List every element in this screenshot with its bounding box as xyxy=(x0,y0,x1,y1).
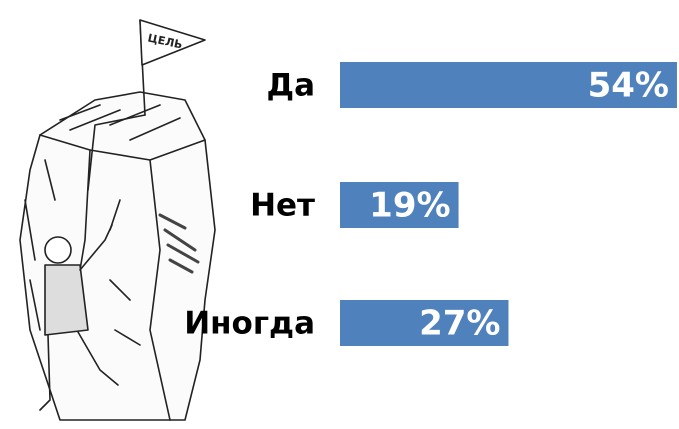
value-label: 19% xyxy=(369,186,450,226)
category-label: Да xyxy=(266,68,315,104)
value-label: 27% xyxy=(419,304,500,344)
illustration xyxy=(19,19,216,421)
value-label: 54% xyxy=(588,66,669,106)
category-label: Нет xyxy=(250,188,315,224)
bar xyxy=(340,182,459,228)
category-label: Иногда xyxy=(184,306,315,342)
bar xyxy=(340,300,509,346)
bar xyxy=(340,62,677,108)
